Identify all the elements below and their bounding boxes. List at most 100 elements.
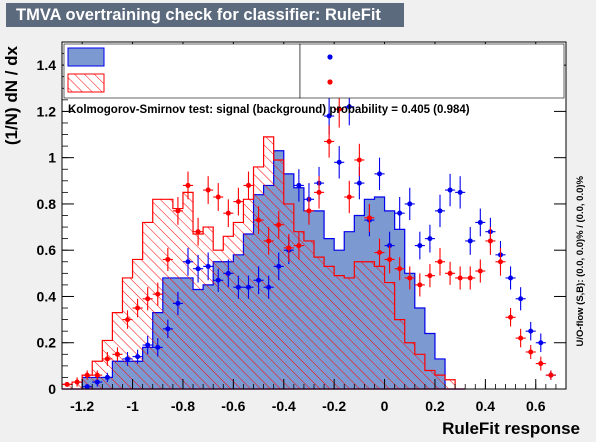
legend-background-swatch: [67, 73, 105, 93]
background-test-point: [414, 273, 425, 297]
background-test-point: [505, 308, 516, 327]
legend: [63, 43, 565, 99]
background-test-point: [193, 217, 204, 246]
background-test-point: [72, 377, 83, 387]
background-test-point: [485, 227, 496, 255]
background-test-point: [233, 187, 244, 216]
x-tick-label: -1.2: [70, 398, 94, 414]
x-tick-label: -0.8: [171, 398, 195, 414]
signal-test-point: [203, 252, 214, 281]
signal-test-point: [424, 224, 435, 253]
signal-test-point: [213, 268, 224, 292]
background-test-point: [384, 245, 395, 274]
signal-test-point: [525, 321, 536, 341]
signal-test-point: [374, 157, 385, 191]
signal-test-point: [172, 291, 183, 315]
background-test-point: [535, 356, 546, 371]
background-test-point: [404, 266, 415, 290]
background-test-point: [314, 176, 325, 209]
background-test-point: [293, 231, 304, 260]
x-tick-label: 0.4: [476, 398, 496, 414]
y-tick-label: 0.2: [37, 335, 57, 351]
x-tick-label: 0: [381, 398, 389, 414]
x-tick-label: -0.4: [272, 398, 296, 414]
signal-test-point: [122, 351, 133, 366]
signal-test-point: [223, 259, 234, 288]
y-tick-label: 0.6: [37, 242, 57, 258]
signal-test-point: [273, 252, 284, 281]
background-test-point: [213, 183, 224, 211]
background-test-point: [465, 266, 476, 290]
background-test-point: [92, 370, 103, 380]
x-tick-label: -0.2: [322, 398, 346, 414]
background-test-point: [162, 247, 173, 272]
background-test-point: [354, 143, 365, 177]
background-test-point: [303, 196, 314, 225]
background-test-point: [172, 196, 183, 225]
background-test-point: [152, 282, 163, 306]
background-histogram: [62, 136, 466, 390]
y-tick-label: 1.2: [37, 103, 57, 119]
signal-test-point: [334, 146, 345, 179]
signal-test-point: [152, 338, 163, 357]
plot-title: TMVA overtraining check for classifier: …: [6, 3, 404, 27]
signal-test-point: [515, 287, 526, 311]
background-test-point: [62, 381, 73, 387]
legend-signal-test-marker: [327, 54, 333, 60]
signal-test-point: [445, 173, 456, 207]
background-test-point: [142, 287, 153, 311]
signal-test-point: [535, 333, 546, 352]
signal-test-point: [434, 194, 446, 228]
signal-test-point: [233, 275, 244, 299]
background-test-point: [475, 259, 486, 283]
background-test-point: [434, 247, 446, 276]
y-tick-label: 0.4: [37, 288, 57, 304]
background-test-point: [364, 203, 375, 232]
signal-test-point: [162, 319, 173, 339]
x-tick-label: -0.6: [221, 398, 245, 414]
y-tick-label: 1.4: [37, 57, 57, 73]
legend-background-test-marker: [327, 79, 333, 85]
background-test-point: [455, 266, 466, 290]
signal-test-point: [465, 227, 476, 255]
y-tick-label: 0: [48, 381, 56, 397]
background-test-point: [253, 206, 264, 235]
background-test-point: [394, 257, 405, 281]
background-test-point: [525, 345, 536, 359]
legend-right-box: [299, 43, 565, 99]
background-test-point: [223, 199, 234, 228]
background-test-point: [82, 370, 93, 380]
signal-test-point: [263, 275, 274, 299]
background-test-point: [545, 370, 556, 380]
signal-test-point: [414, 231, 425, 260]
x-axis-label: RuleFit response: [442, 419, 580, 438]
y-tick-label: 1: [48, 150, 56, 166]
background-test-point: [182, 171, 194, 200]
signal-test-point: [193, 254, 204, 283]
background-test-point: [112, 347, 123, 362]
background-test-point: [122, 310, 133, 329]
signal-test-point: [475, 208, 486, 237]
y-axis-label: (1/N) dN / dx: [2, 45, 21, 145]
signal-test-point: [293, 169, 304, 202]
x-tick-label: 0.6: [526, 398, 546, 414]
signal-test-point: [394, 196, 405, 230]
signal-test-point: [82, 384, 93, 390]
background-test-point: [324, 125, 335, 158]
overflow-text: U/O-flow (S,B): (0.0, 0.0)% / (0.0, 0.0)…: [575, 175, 586, 346]
background-test-point: [203, 176, 214, 204]
background-test-point: [263, 227, 274, 255]
signal-test-point: [243, 275, 254, 299]
signal-test-point: [253, 266, 264, 295]
background-test-point: [515, 328, 526, 348]
background-test-point: [445, 261, 456, 285]
x-tick-label: -1: [126, 398, 139, 414]
signal-test-point: [182, 247, 194, 276]
background-test-point: [283, 234, 294, 262]
signal-test-point: [142, 335, 153, 355]
background-test-point: [495, 247, 506, 276]
background-test-point: [102, 351, 113, 366]
signal-test-point: [132, 349, 143, 364]
background-test-point: [344, 180, 355, 214]
